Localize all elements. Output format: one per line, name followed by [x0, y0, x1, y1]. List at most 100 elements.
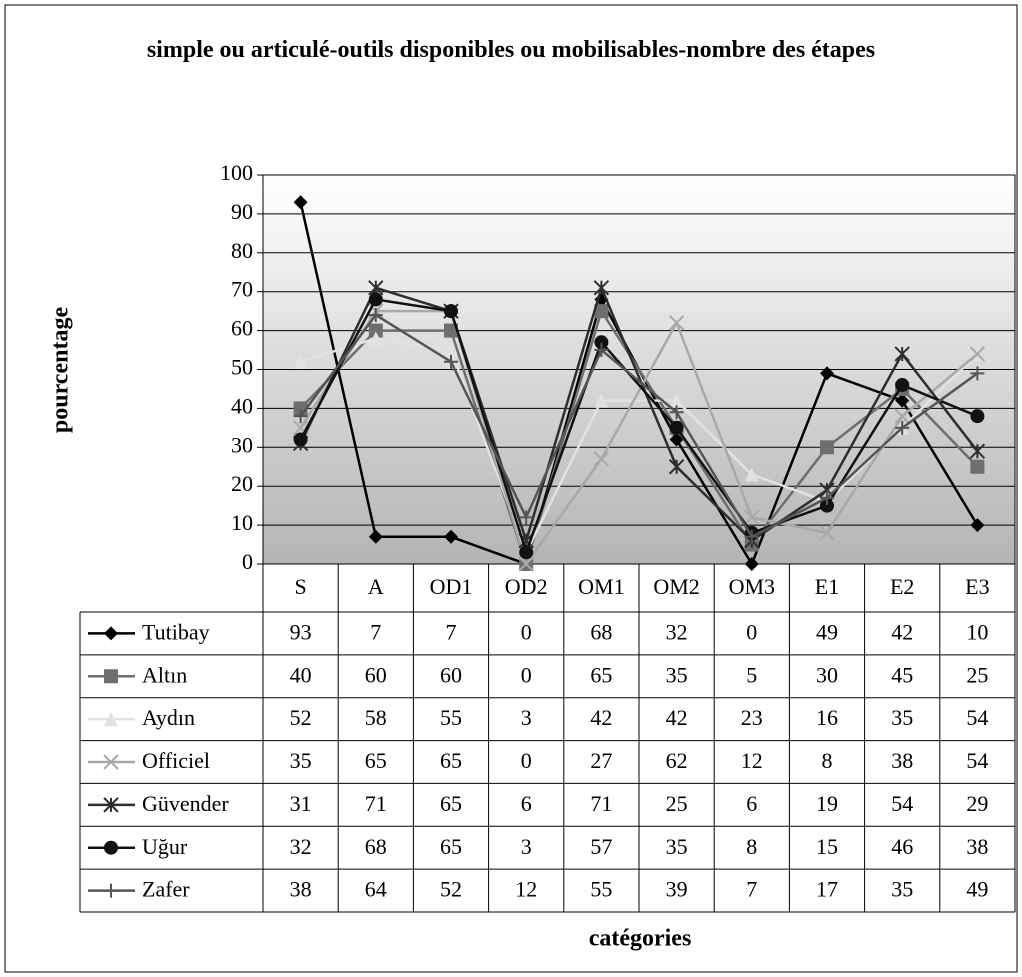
- data-point: [970, 518, 985, 533]
- data-point: [820, 440, 834, 455]
- x-tick-label: OD1: [430, 574, 473, 599]
- data-point: [895, 378, 910, 393]
- table-value: 0: [521, 662, 532, 687]
- table-value: 65: [365, 748, 387, 773]
- data-point: [895, 420, 910, 435]
- legend-marker: [104, 626, 118, 641]
- y-tick-label: 0: [242, 549, 253, 574]
- legend-marker: [103, 797, 119, 813]
- table-value: 55: [590, 877, 612, 902]
- table-value: 29: [966, 791, 988, 816]
- y-tick-label: 60: [231, 316, 253, 341]
- data-point: [368, 331, 383, 346]
- data-point: [368, 529, 383, 544]
- legend-label: Zafer: [142, 877, 190, 902]
- legend-label: Aydın: [142, 705, 195, 730]
- x-tick-label: OD2: [505, 574, 548, 599]
- table-value: 65: [440, 834, 462, 859]
- table-value: 27: [590, 748, 612, 773]
- table-value: 12: [515, 877, 537, 902]
- table-value: 17: [816, 877, 838, 902]
- table-value: 30: [816, 662, 838, 687]
- data-point: [444, 304, 458, 319]
- table-value: 52: [440, 877, 462, 902]
- data-point: [293, 409, 308, 424]
- table-value: 60: [365, 662, 387, 687]
- data-point: [969, 346, 986, 362]
- data-point: [970, 459, 985, 474]
- data-point: [819, 525, 835, 541]
- data-point: [518, 556, 534, 572]
- table-value: 58: [365, 705, 387, 730]
- data-point: [444, 529, 458, 544]
- table-value: 54: [891, 791, 913, 816]
- legend-marker: [104, 712, 118, 727]
- legend-marker: [103, 754, 119, 770]
- series-line: [299, 309, 979, 567]
- data-point: [970, 366, 985, 381]
- table-value: 38: [966, 834, 988, 859]
- y-tick-label: 20: [231, 471, 253, 496]
- table-value: 68: [365, 834, 387, 859]
- table-value: 6: [746, 791, 757, 816]
- series-line: [300, 337, 979, 556]
- data-point: [669, 405, 684, 420]
- table-value: 54: [966, 705, 988, 730]
- data-point: [744, 467, 759, 482]
- table-value: 35: [666, 834, 688, 859]
- data-point: [669, 393, 684, 408]
- data-point: [368, 323, 383, 338]
- y-tick-label: 40: [231, 393, 253, 418]
- table-value: 60: [440, 662, 462, 687]
- x-tick-label: E3: [965, 574, 989, 599]
- table-value: 32: [666, 619, 688, 644]
- x-tick-label: S: [294, 574, 306, 599]
- data-point: [368, 308, 383, 323]
- data-point: [444, 354, 458, 369]
- data-point: [594, 335, 609, 350]
- table-value: 0: [521, 748, 532, 773]
- x-tick-label: E1: [815, 574, 839, 599]
- table-value: 39: [666, 877, 688, 902]
- table-value: 49: [966, 877, 988, 902]
- series-line: [299, 284, 979, 545]
- table-value: 35: [891, 705, 913, 730]
- table-value: 38: [891, 748, 913, 773]
- table-value: 8: [822, 748, 833, 773]
- data-point: [293, 432, 308, 447]
- table-value: 93: [290, 619, 312, 644]
- legend-marker: [104, 883, 118, 898]
- data-point: [894, 346, 910, 362]
- table-value: 25: [966, 662, 988, 687]
- table-value: 10: [966, 619, 988, 644]
- table-value: 49: [816, 619, 838, 644]
- table-value: 0: [746, 619, 757, 644]
- data-point: [368, 280, 384, 296]
- table-value: 25: [666, 791, 688, 816]
- legend-label: Uğur: [142, 834, 188, 859]
- series-line: [299, 308, 979, 569]
- table-value: 5: [746, 662, 757, 687]
- table-value: 35: [666, 662, 688, 687]
- table-value: 42: [666, 705, 688, 730]
- legend-label: Tutibay: [142, 619, 210, 644]
- x-axis-label: catégories: [589, 926, 692, 952]
- table-value: 7: [370, 619, 381, 644]
- table-value: 23: [741, 705, 763, 730]
- data-point: [444, 343, 458, 358]
- table-value: 45: [891, 662, 913, 687]
- data-point: [970, 409, 985, 424]
- data-point: [895, 393, 910, 408]
- table-value: 31: [290, 791, 312, 816]
- data-point: [594, 304, 609, 319]
- table-value: 38: [290, 877, 312, 902]
- data-point: [593, 451, 610, 467]
- table-value: 12: [741, 748, 763, 773]
- data-point: [669, 420, 684, 435]
- data-point: [594, 343, 609, 358]
- y-tick-label: 80: [231, 238, 253, 263]
- table-value: 52: [290, 705, 312, 730]
- data-point: [969, 443, 986, 459]
- y-axis-label: pourcentage: [48, 307, 74, 434]
